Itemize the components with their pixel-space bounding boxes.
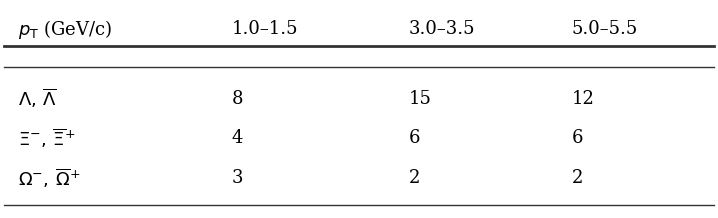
Text: 1.0–1.5: 1.0–1.5	[231, 20, 298, 38]
Text: 2: 2	[572, 169, 583, 187]
Text: $p_{\mathrm{T}}$ (GeV/c): $p_{\mathrm{T}}$ (GeV/c)	[19, 18, 113, 41]
Text: $\Omega^{-},\, \overline{\Omega}^{+}$: $\Omega^{-},\, \overline{\Omega}^{+}$	[19, 167, 80, 190]
Text: $\Lambda,\, \overline{\Lambda}$: $\Lambda,\, \overline{\Lambda}$	[19, 87, 57, 110]
Text: $\Xi^{-},\, \overline{\Xi}^{+}$: $\Xi^{-},\, \overline{\Xi}^{+}$	[19, 127, 76, 150]
Text: 6: 6	[409, 129, 420, 147]
Text: 2: 2	[409, 169, 420, 187]
Text: 3: 3	[231, 169, 243, 187]
Text: 15: 15	[409, 90, 432, 107]
Text: 12: 12	[572, 90, 595, 107]
Text: 8: 8	[231, 90, 243, 107]
Text: 3.0–3.5: 3.0–3.5	[409, 20, 475, 38]
Text: 5.0–5.5: 5.0–5.5	[572, 20, 638, 38]
Text: 6: 6	[572, 129, 584, 147]
Text: 4: 4	[231, 129, 243, 147]
